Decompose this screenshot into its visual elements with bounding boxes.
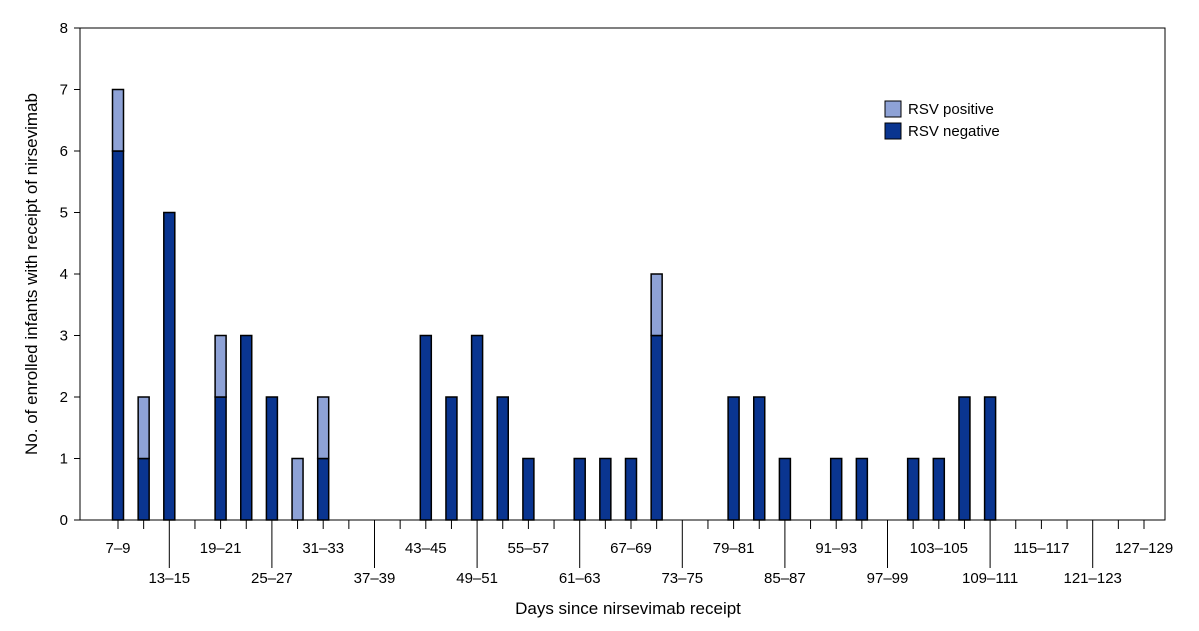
- y-tick-label: 5: [60, 205, 68, 222]
- x-tick-label: 7–9: [105, 540, 130, 557]
- x-tick-label: 85–87: [764, 570, 806, 587]
- x-tick-label: 91–93: [815, 540, 857, 557]
- bar-rsv-negative: [137, 457, 150, 521]
- legend-swatch-negative: [884, 122, 902, 140]
- bar-rsv-negative: [111, 150, 125, 521]
- bar-rsv-negative: [265, 396, 279, 521]
- x-tick-label: 103–105: [910, 540, 968, 557]
- x-tick-label: 13–15: [148, 570, 190, 587]
- bar-rsv-negative: [650, 334, 663, 521]
- legend-label-negative: RSV negative: [908, 123, 1000, 140]
- x-tick-label: 67–69: [610, 540, 652, 557]
- bar-rsv-negative: [522, 457, 535, 521]
- x-tick-label: 43–45: [405, 540, 447, 557]
- bar-rsv-positive: [291, 457, 304, 521]
- bar-rsv-negative: [316, 457, 330, 521]
- bar-rsv-positive: [111, 88, 125, 152]
- bar-rsv-negative: [983, 396, 997, 521]
- bar-rsv-negative: [573, 457, 586, 521]
- y-axis: 0 1 2 3 4 5 6 7 8: [60, 20, 80, 529]
- y-tick-label: 4: [60, 266, 68, 283]
- bar-rsv-negative: [958, 396, 971, 521]
- y-tick-label: 8: [60, 20, 68, 37]
- bar-rsv-negative: [470, 334, 484, 521]
- y-tick-label: 2: [60, 389, 68, 406]
- bar-rsv-negative: [906, 457, 920, 521]
- bar-rsv-negative: [445, 396, 458, 521]
- y-tick-label: 3: [60, 328, 68, 345]
- bar-rsv-positive: [214, 334, 227, 398]
- bar-rsv-positive: [650, 273, 663, 337]
- legend-swatch-positive: [884, 100, 902, 118]
- x-tick-label: 55–57: [508, 540, 550, 557]
- legend: RSV positive RSV negative: [884, 100, 1000, 140]
- x-tick-label: 109–111: [962, 570, 1018, 587]
- bar-rsv-negative: [496, 396, 509, 521]
- y-tick-label: 1: [60, 451, 68, 468]
- bar-rsv-negative: [727, 396, 740, 521]
- x-tick-label: 49–51: [456, 570, 498, 587]
- bar-rsv-negative: [419, 334, 433, 521]
- bar-rsv-positive: [316, 396, 330, 460]
- x-axis: 7–9 13–15 19–21 25–27 31–33 37–39 43–45 49–51 55…: [105, 520, 1173, 587]
- x-tick-label: 97–99: [867, 570, 909, 587]
- x-tick-label: 31–33: [302, 540, 344, 557]
- bars: [111, 88, 997, 521]
- bar-rsv-negative: [855, 457, 869, 521]
- x-tick-label: 115–117: [1013, 540, 1069, 557]
- y-tick-label: 7: [60, 82, 68, 99]
- y-tick-label: 0: [60, 512, 68, 529]
- x-tick-label: 61–63: [559, 570, 601, 587]
- x-tick-label: 79–81: [713, 540, 755, 557]
- bar-rsv-negative: [599, 457, 612, 521]
- bar-rsv-negative: [829, 457, 843, 521]
- bar-rsv-negative: [240, 334, 253, 521]
- bar-rsv-negative: [932, 457, 946, 521]
- x-tick-label: 73–75: [661, 570, 703, 587]
- y-tick-label: 6: [60, 143, 68, 160]
- bar-rsv-negative: [163, 211, 176, 521]
- bar-rsv-positive: [137, 396, 150, 460]
- x-tick-label: 37–39: [354, 570, 396, 587]
- bar-rsv-negative: [778, 457, 792, 521]
- y-axis-title: No. of enrolled infants with receipt of …: [22, 93, 41, 455]
- x-axis-title: Days since nirsevimab receipt: [515, 599, 741, 618]
- bar-rsv-negative: [214, 396, 227, 521]
- x-tick-label: 25–27: [251, 570, 293, 587]
- x-tick-label: 121–123: [1063, 570, 1121, 587]
- bar-rsv-negative: [753, 396, 766, 521]
- x-tick-label: 127–129: [1115, 540, 1173, 557]
- bar-rsv-negative: [624, 457, 638, 521]
- x-tick-label: 19–21: [200, 540, 242, 557]
- legend-label-positive: RSV positive: [908, 101, 994, 118]
